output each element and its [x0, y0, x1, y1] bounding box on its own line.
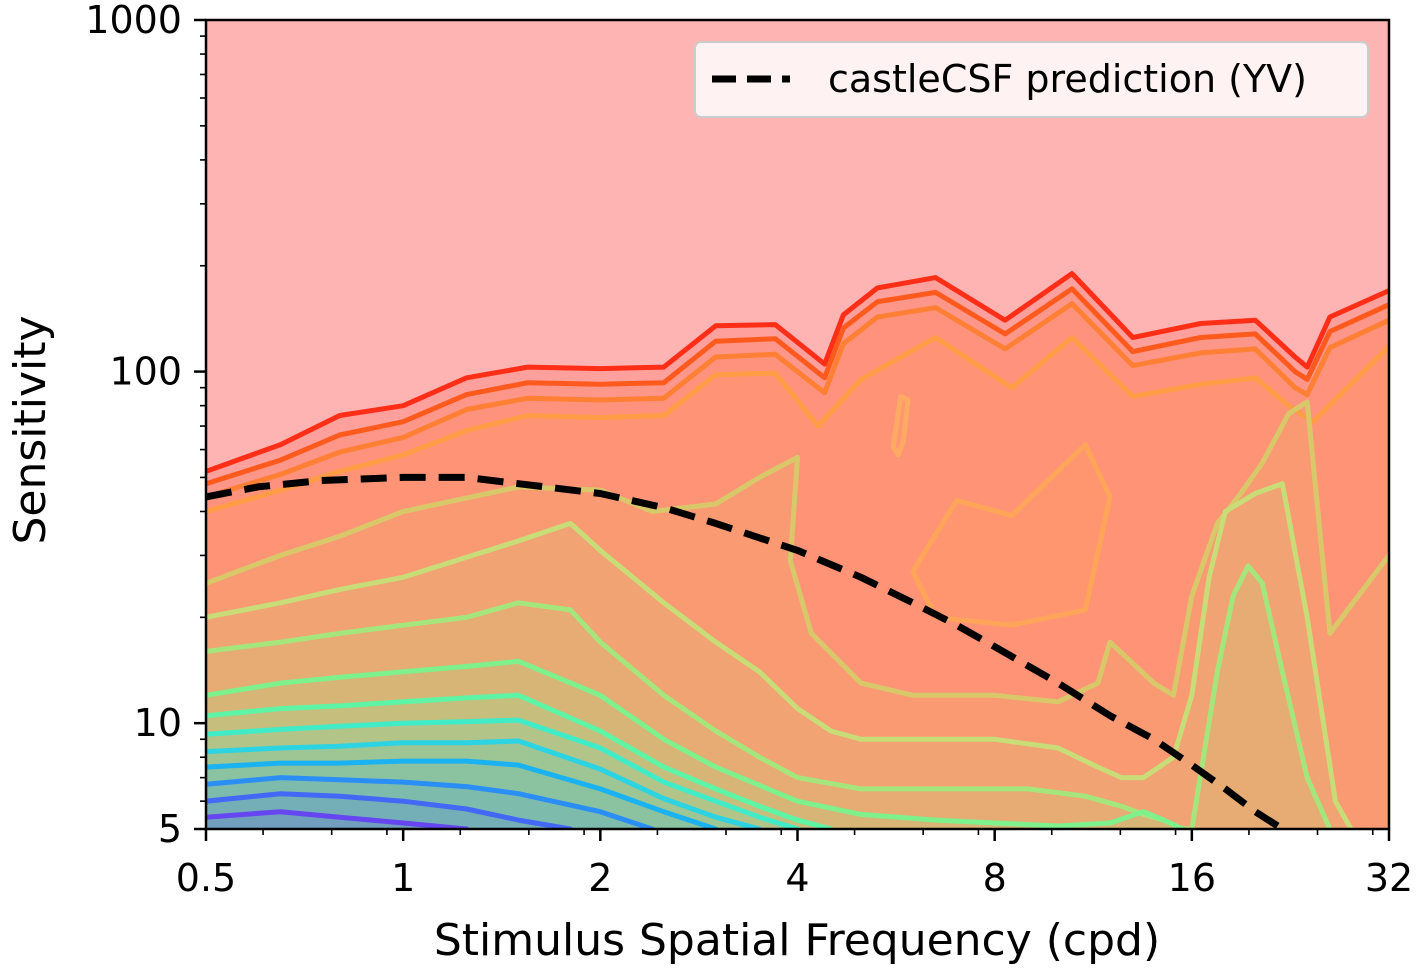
prediction-series: [206, 473, 1285, 829]
y-tick-label: 10: [134, 701, 182, 745]
y-tick-label: 1000: [85, 0, 182, 42]
legend-box: [694, 41, 1369, 118]
contour-line-4: [206, 335, 1389, 514]
y-tick-label: 100: [109, 350, 182, 394]
legend: castleCSF prediction (YV): [694, 41, 1369, 118]
contour-line-12: [206, 758, 719, 829]
x-tick-label: 16: [1168, 856, 1216, 900]
contour-line-7: [206, 563, 1333, 829]
contour-line-15: [206, 809, 470, 829]
x-tick-label: 32: [1365, 856, 1413, 900]
y-tick-label: 5: [158, 807, 182, 851]
legend-label: castleCSF prediction (YV): [828, 57, 1307, 101]
x-tick-label: 8: [983, 856, 1007, 900]
contour-band-14: [206, 793, 571, 829]
x-axis: 0.5 1 2 4 8 16 32: [176, 829, 1413, 900]
closed-contour-line-2: [890, 393, 911, 458]
series-line-1: [206, 473, 1285, 829]
contour-line-8: [206, 658, 1186, 829]
x-tick-label: 4: [785, 856, 809, 900]
x-tick-label: 2: [588, 856, 612, 900]
closed-contour-line-1: [910, 442, 1113, 628]
x-axis-title: Stimulus Spatial Frequency (cpd): [434, 915, 1160, 966]
x-tick-label: 1: [391, 856, 415, 900]
contour-line-13: [206, 775, 655, 829]
y-axis-title: Sensitivity: [5, 315, 56, 544]
contour-line-3: [206, 301, 1389, 500]
contour-line-14: [206, 791, 573, 829]
x-tick-label: 0.5: [176, 856, 236, 900]
closed-contour-fill-1: [912, 444, 1110, 626]
plot-area: [204, 18, 1391, 831]
contour-line-11: [206, 738, 762, 829]
contour-line-9: [206, 692, 834, 829]
contour-line-6: [206, 481, 1354, 829]
contour-line-1: [206, 271, 1389, 474]
contour-line-10: [206, 717, 800, 829]
y-axis: 5 10 100 1000: [85, 0, 206, 851]
contour-line-2: [206, 286, 1389, 487]
